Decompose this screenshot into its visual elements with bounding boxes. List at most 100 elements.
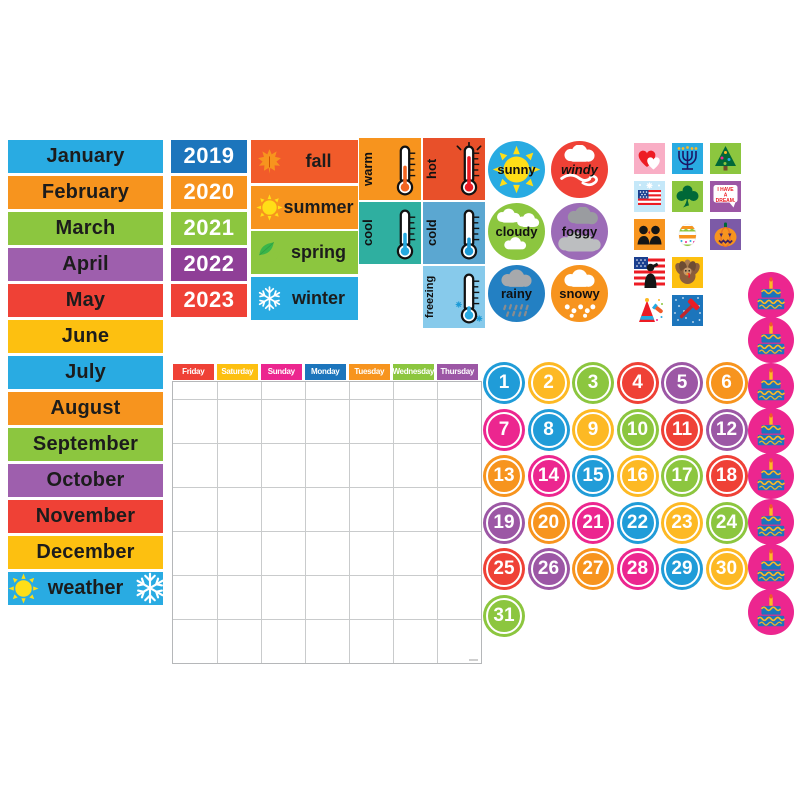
mlk-dream-bubble-icon: I HAVE A DREAM. (713, 185, 738, 208)
date-number-3: 3 (572, 362, 614, 404)
month-label: August (50, 396, 121, 419)
date-number-label: 15 (582, 465, 604, 486)
year-strip-2020: 2020 (171, 176, 247, 209)
thermometer-icon (455, 270, 483, 325)
birthday-cake-icon (757, 458, 786, 491)
date-number-13: 13 (483, 455, 525, 497)
year-strip-2021: 2021 (171, 212, 247, 245)
fog-clouds-icon (555, 206, 604, 256)
temperature-card-cool: cool (359, 202, 421, 264)
date-number-label: 27 (582, 558, 604, 579)
month-label: June (61, 324, 110, 347)
day-header-saturday: Saturday (217, 364, 258, 380)
number-ring (486, 551, 522, 587)
weather-condition-label: foggy (561, 223, 598, 239)
grid-vertical-line (217, 382, 218, 663)
date-number-label: 4 (632, 372, 643, 393)
date-number-label: 19 (493, 511, 515, 533)
year-strip-2022: 2022 (171, 248, 247, 281)
date-number-label: 30 (715, 558, 738, 579)
date-number-label: 12 (715, 418, 738, 440)
date-number-27: 27 (572, 548, 614, 590)
easter-egg-icon (678, 223, 697, 247)
birthday-cake-icon (757, 413, 786, 446)
temperature-card-cold: cold (423, 202, 485, 264)
christmas-tree-icon (715, 146, 736, 171)
thermometer-icon (460, 209, 480, 260)
birthday-marker (748, 589, 794, 636)
weather-condition-label: rainy (500, 285, 533, 301)
weather-circle-snowy: snowy (551, 265, 608, 322)
sun-icon (8, 573, 39, 604)
wind-cloud-icon (555, 144, 604, 194)
season-strip-fall: fall (251, 140, 358, 183)
number-ring (664, 365, 700, 401)
birthday-cake-icon (753, 549, 789, 585)
thanksgiving-turkey-icon (675, 259, 700, 284)
holiday-tile-july4-flag-fireworks (634, 181, 665, 212)
date-number-31: 31 (483, 594, 525, 637)
date-number-label: 31 (493, 604, 515, 626)
date-number-label: 13 (493, 465, 515, 486)
date-number-label: 5 (676, 372, 688, 393)
date-number-19: 19 (483, 501, 525, 544)
number-ring (619, 551, 656, 587)
holiday-tile-valentines-hearts (634, 143, 665, 174)
month-strip-november: November (8, 500, 163, 533)
grid-horizontal-line (173, 487, 481, 488)
month-label: February (41, 180, 130, 203)
number-ring (486, 504, 522, 541)
thermometer-icon (456, 141, 482, 196)
number-ring (530, 504, 567, 541)
date-number-5: 5 (661, 362, 703, 404)
date-number-label: 9 (587, 418, 599, 440)
year-label: 2019 (183, 143, 235, 169)
day-header-label: Thursday (440, 367, 475, 377)
month-label: March (55, 216, 116, 239)
date-number-8: 8 (527, 408, 570, 451)
year-strip-2019: 2019 (171, 140, 247, 173)
number-ring (575, 551, 611, 587)
weather-condition-label: windy (561, 161, 598, 177)
month-label: December (36, 540, 135, 563)
date-number-14: 14 (527, 455, 570, 497)
birthday-cake-icon (757, 549, 786, 582)
number-ring (486, 458, 522, 494)
date-number-20: 20 (527, 501, 570, 544)
birthday-cake-icon (753, 413, 789, 449)
birthday-marker (748, 498, 794, 545)
snowflake-icon (256, 285, 283, 312)
newyear-party-icon (639, 298, 663, 322)
birthday-cake-icon (757, 277, 786, 310)
number-ring (575, 458, 611, 494)
season-label: summer (283, 196, 354, 217)
date-number-22: 22 (616, 501, 659, 544)
wind-cloud-icon (560, 144, 598, 187)
number-ring (664, 458, 700, 494)
weather-circle-windy: windy (551, 141, 608, 198)
date-number-label: 21 (582, 511, 604, 533)
year-label: 2022 (183, 251, 235, 277)
sun-icon (492, 145, 541, 194)
presidents-profiles-icon (637, 225, 662, 245)
day-header-label: Monday (311, 367, 340, 377)
snowflake-icon (136, 572, 164, 604)
number-ring (619, 504, 656, 541)
season-label: winter (291, 287, 345, 308)
leaves-icon (256, 239, 283, 266)
day-header-monday: Monday (305, 364, 346, 380)
date-number-label: 25 (493, 558, 515, 579)
number-ring (486, 365, 522, 401)
date-number-label: 2 (543, 372, 554, 393)
holiday-tile-hanukkah-menorah (672, 143, 703, 174)
thermometer-icon (396, 209, 416, 260)
birthday-marker (748, 362, 794, 409)
day-header-wednesday: Wednesday (392, 364, 434, 380)
month-strip-september: September (8, 428, 163, 461)
month-label: November (35, 504, 136, 527)
grid-horizontal-line (173, 399, 481, 400)
year-label: 2021 (183, 215, 235, 241)
date-number-28: 28 (616, 548, 659, 590)
